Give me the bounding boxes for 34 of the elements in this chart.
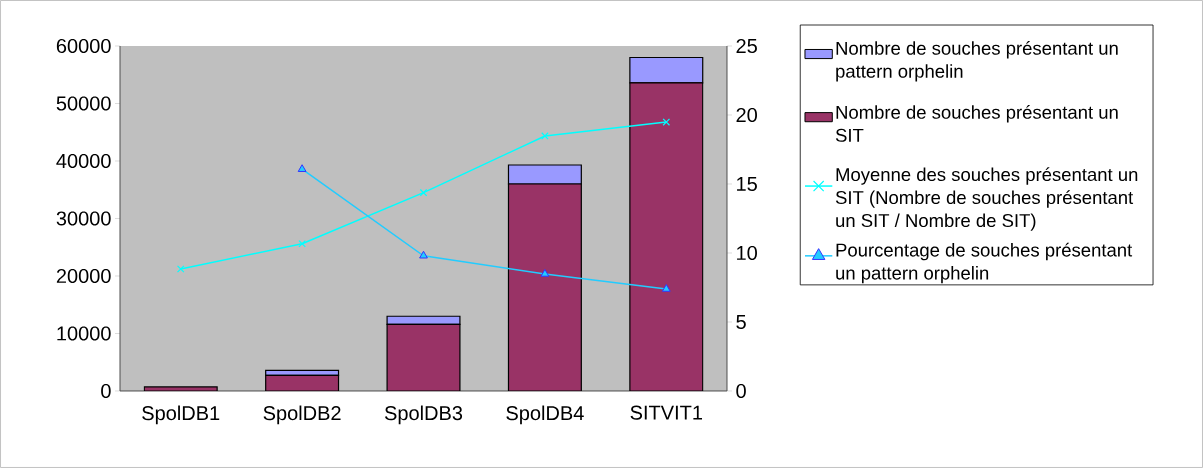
x-tick-label: SpolDB1 <box>142 405 220 425</box>
x-tick-label: SITVIT1 <box>630 405 703 420</box>
bar <box>507 164 582 185</box>
y-tick-label: 60000 <box>56 38 111 54</box>
y-tick-label: 40000 <box>56 153 111 169</box>
y-tick-label: 10000 <box>57 326 111 341</box>
bar <box>629 82 704 391</box>
point <box>540 268 550 277</box>
legend-label: Pourcentage de souches présentant un pattern orphelin <box>836 242 1133 284</box>
point <box>419 188 428 197</box>
point <box>661 284 671 292</box>
y-tick-label: 50000 <box>56 96 111 111</box>
legend-label: Nombre de souches présentant un pattern orphelin <box>836 41 1118 82</box>
y-tick-label: 20000 <box>56 268 111 284</box>
y2-tick-label: 25 <box>736 38 757 54</box>
bar <box>386 323 461 391</box>
x-tick-label: SpolDB4 <box>506 405 584 425</box>
legend-label: Nombre de souches présentant un SIT <box>835 105 1118 142</box>
x-tick-label: SpolDB2 <box>263 405 341 425</box>
y2-tick-label: 20 <box>736 107 757 123</box>
legend-label: Moyenne des souches présentant un SIT (Nombre de souches présentant un SIT / Nombre de SIT) <box>835 167 1138 231</box>
point <box>176 265 185 273</box>
y2-tick-label: 10 <box>737 245 757 261</box>
y2-tick-label: 5 <box>736 315 746 329</box>
point <box>662 118 671 126</box>
point <box>419 250 428 259</box>
bar <box>507 183 582 391</box>
x-tick-label: SpolDB3 <box>384 405 463 425</box>
point <box>297 164 307 172</box>
point <box>298 239 306 248</box>
y2-tick-label: 0 <box>736 383 746 399</box>
y-tick-label: 0 <box>101 383 111 399</box>
y2-tick-label: 15 <box>737 177 757 191</box>
y-tick-label: 30000 <box>56 211 111 226</box>
